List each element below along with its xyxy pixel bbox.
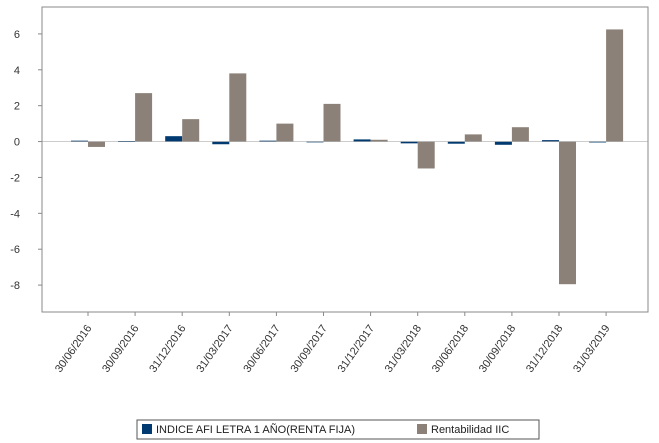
x-axis: 30/06/2016 30/09/2016 31/12/2016 31/03/2017…	[53, 312, 613, 375]
bar-indice-afi	[71, 140, 88, 142]
bar-rentabilidad-iic	[559, 141, 576, 285]
legend-label: Rentabilidad IIC	[431, 424, 509, 436]
legend: INDICE AFI LETRA 1 AÑO(RENTA FIJA) Renta…	[136, 419, 540, 440]
x-tick-label: 30/06/2016	[53, 323, 94, 375]
y-tick-label: -8	[10, 280, 20, 292]
bar-rentabilidad-iic	[511, 127, 529, 142]
x-tick-label: 30/06/2017	[241, 323, 282, 375]
x-tick-label: 31/12/2017	[336, 323, 377, 375]
x-tick-label: 31/03/2017	[194, 323, 235, 375]
x-tick-label: 30/09/2017	[289, 323, 330, 375]
legend-swatch	[142, 424, 152, 434]
y-tick-label: -2	[10, 172, 20, 184]
legend-box	[136, 419, 540, 440]
bar-rentabilidad-iic	[606, 29, 624, 142]
bar-rentabilidad-iic	[88, 141, 105, 147]
bars	[71, 29, 624, 285]
bar-rentabilidad-iic	[229, 73, 247, 142]
bar-rentabilidad-iic	[417, 141, 435, 169]
x-tick-label: 31/12/2018	[524, 323, 565, 375]
y-tick-label: 4	[14, 65, 20, 77]
y-tick-label: 2	[14, 101, 20, 113]
x-tick-label: 31/03/2019	[571, 323, 612, 375]
y-axis: 6 4 2 0 -2 -4 -6 -8	[10, 29, 42, 292]
bar-indice-afi	[259, 140, 277, 142]
bar-rentabilidad-iic	[464, 134, 482, 142]
bar-indice-afi	[589, 141, 607, 143]
legend-label: INDICE AFI LETRA 1 AÑO(RENTA FIJA)	[156, 423, 355, 436]
y-tick-label: -4	[10, 208, 20, 220]
y-tick-label: -6	[10, 244, 20, 256]
x-tick-label: 31/03/2018	[383, 323, 424, 375]
x-tick-label: 30/09/2018	[477, 323, 518, 375]
bar-rentabilidad-iic	[323, 103, 341, 142]
bar-indice-afi	[353, 139, 371, 142]
bar-indice-afi	[165, 136, 183, 142]
bar-rentabilidad-iic	[370, 139, 388, 142]
bar-indice-afi	[212, 141, 230, 145]
legend-swatch	[417, 424, 427, 434]
bar-rentabilidad-iic	[182, 119, 200, 142]
bar-rentabilidad-iic	[276, 123, 294, 142]
x-tick-label: 30/09/2016	[100, 323, 141, 375]
bar-indice-afi	[400, 141, 418, 144]
y-tick-label: 0	[14, 137, 20, 149]
y-tick-label: 6	[14, 29, 20, 41]
bar-indice-afi	[306, 141, 324, 143]
bar-indice-afi	[447, 141, 465, 144]
x-tick-label: 31/12/2016	[147, 323, 188, 375]
plot-frame	[41, 6, 649, 313]
bar-indice-afi	[542, 140, 559, 142]
bar-indice-afi	[494, 141, 512, 145]
bar-rentabilidad-iic	[135, 93, 153, 142]
x-tick-label: 30/06/2018	[430, 323, 471, 375]
